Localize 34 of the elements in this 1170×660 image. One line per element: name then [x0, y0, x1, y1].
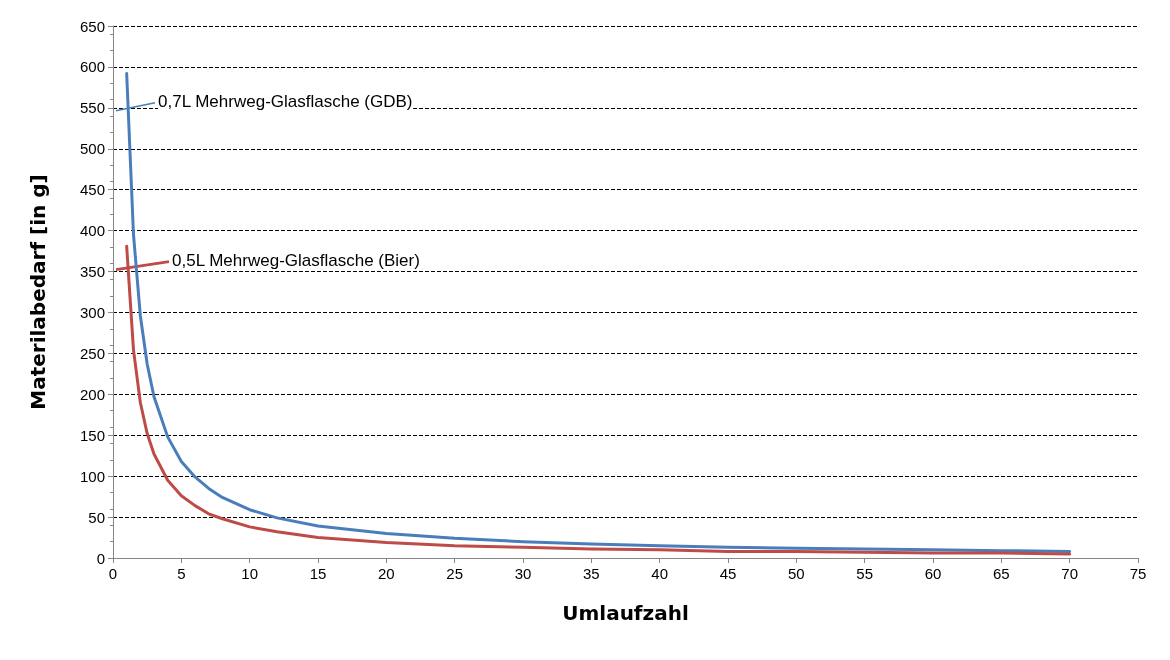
x-axis-title: Umlaufzahl	[562, 601, 689, 625]
y-tick-label: 250	[79, 344, 105, 362]
annotation: 0,7L Mehrweg-Glasflasche (GDB)	[158, 92, 413, 112]
x-tick-label: 5	[177, 565, 186, 582]
x-tick-label: 20	[377, 565, 395, 582]
y-tick-label: 50	[88, 508, 105, 526]
x-tick-label: 60	[924, 565, 942, 582]
y-tick-label: 0	[96, 549, 105, 567]
annotation: 0,5L Mehrweg-Glasflasche (Bier)	[172, 251, 420, 271]
y-tick-label: 100	[79, 467, 105, 485]
x-tick-label: 35	[582, 565, 600, 582]
x-tick-label: 30	[514, 565, 532, 582]
y-tick-label: 150	[79, 426, 105, 444]
y-tick-label: 300	[79, 303, 105, 321]
y-tick-label: 600	[79, 58, 105, 76]
x-tick-label: 45	[719, 565, 737, 582]
y-tick-label: 650	[79, 17, 105, 35]
y-tick-label: 500	[79, 140, 105, 158]
x-tick-label: 10	[241, 565, 259, 582]
x-tick-label: 65	[992, 565, 1010, 582]
y-axis-title: Materilabedarf [in g]	[26, 174, 50, 410]
y-tick-label: 200	[79, 385, 105, 403]
y-tick-label: 550	[79, 99, 105, 117]
x-tick-label: 75	[1129, 565, 1147, 582]
y-tick-label: 350	[79, 263, 105, 281]
x-tick-label: 70	[1061, 565, 1079, 582]
x-tick-label: 50	[787, 565, 805, 582]
x-tick-label: 55	[856, 565, 874, 582]
x-tick-label: 15	[309, 565, 327, 582]
y-tick-label: 400	[79, 222, 105, 240]
y-tick-label: 450	[79, 181, 105, 199]
x-tick-label: 40	[651, 565, 669, 582]
x-tick-label: 0	[108, 565, 118, 582]
x-tick-label: 25	[446, 565, 464, 582]
